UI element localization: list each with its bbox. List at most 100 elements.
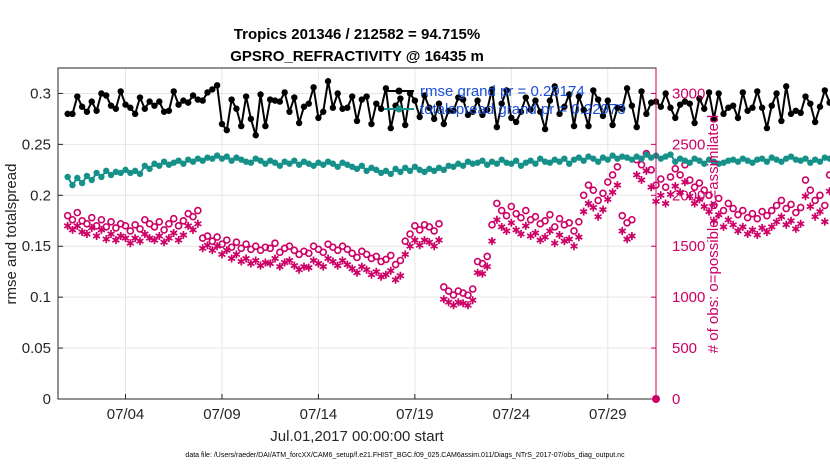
spread-point <box>411 163 419 170</box>
obs-possible-point <box>796 203 805 212</box>
tick-layer: 07/04 07/09 07/14 07/19 07/24 07/29 0 0.05 0.1 0.… <box>22 68 705 423</box>
obs-possible-point <box>73 208 82 217</box>
spread-point <box>238 156 245 163</box>
spread-point <box>725 157 732 164</box>
rmse-point <box>729 102 737 109</box>
spread-point <box>64 173 71 181</box>
spread-point <box>503 159 510 166</box>
rmse-point <box>792 107 800 114</box>
obs-possible-point <box>194 206 202 215</box>
obs-assimilated-point <box>198 244 207 253</box>
rmse-point <box>440 120 448 128</box>
obs-possible-point <box>729 204 737 213</box>
obs-assimilated-point <box>464 301 472 310</box>
chart-title: Tropics 201346 / 212582 = 94.715% <box>234 26 480 43</box>
spread-point <box>329 160 337 167</box>
obs-assimilated-point <box>661 199 670 208</box>
obs-possible-point <box>391 260 400 269</box>
spread-point <box>508 160 515 167</box>
obs-possible-point <box>613 162 622 171</box>
spread-point <box>185 156 192 163</box>
rmse-point <box>141 105 149 112</box>
rmse-point <box>402 121 409 129</box>
obs-possible-point <box>599 189 607 198</box>
obs-possible-point <box>261 243 270 252</box>
spread-point <box>667 151 674 158</box>
obs-possible-point <box>97 215 106 224</box>
obs-possible-point <box>493 199 501 208</box>
obs-possible-point <box>512 209 520 218</box>
spread-point <box>556 158 563 165</box>
spread-point <box>382 167 390 175</box>
obs-possible-point <box>266 244 274 253</box>
spread-point <box>69 181 76 189</box>
obs-possible-point <box>676 171 684 179</box>
obs-possible-point <box>705 191 713 200</box>
spread-point <box>744 157 751 164</box>
rmse-point <box>580 106 587 113</box>
obs-assimilated-point <box>806 202 815 211</box>
spread-point <box>715 160 722 167</box>
obs-possible-point <box>401 237 410 245</box>
obs-possible-point <box>213 233 221 241</box>
spread-point <box>474 159 481 166</box>
obs-possible-point <box>555 214 564 223</box>
rmse-point <box>93 107 100 114</box>
rmse-point <box>541 125 549 133</box>
obs-assimilated-point <box>63 221 72 230</box>
obs-assimilated-point <box>512 225 521 234</box>
spread-point <box>623 154 631 161</box>
obs-possible-point <box>546 210 554 219</box>
rmse-point <box>672 114 679 122</box>
rmse-point <box>281 89 288 96</box>
rmse-point <box>78 103 86 110</box>
obs-assimilated-point <box>382 270 390 279</box>
obs-possible-point <box>150 223 159 231</box>
rmse-point <box>315 114 322 122</box>
rmse-point <box>701 105 708 112</box>
obs-assimilated-point <box>608 188 617 197</box>
spread-point <box>233 154 240 161</box>
obs-assimilated-point <box>357 262 366 271</box>
y-tick-label-right: 500 <box>672 340 697 357</box>
x-tick-label: 07/14 <box>300 406 338 423</box>
rmse-point <box>271 97 279 104</box>
legend: rmse grand pr = 0.29174 totalspread gran… <box>384 83 626 118</box>
rmse-point <box>715 90 722 97</box>
spread-point <box>305 160 312 167</box>
rmse-point <box>397 95 404 102</box>
legend-rmse-label: rmse grand pr = 0.29174 <box>420 83 585 100</box>
obs-assimilated-point <box>362 265 371 274</box>
obs-possible-point <box>63 211 72 220</box>
obs-possible-point <box>763 211 771 220</box>
spread-point <box>300 158 308 165</box>
rmse-point <box>532 97 539 104</box>
rmse-point <box>556 110 563 118</box>
obs-assimilated-point <box>623 235 631 244</box>
spread-point <box>141 162 149 169</box>
obs-possible-point <box>276 248 284 257</box>
obs-possible-point <box>637 160 646 169</box>
spread-point <box>585 153 592 160</box>
rmse-point <box>247 115 255 123</box>
obs-possible-point <box>141 215 149 224</box>
spread-point <box>440 166 448 174</box>
obs-assimilated-point <box>251 256 260 265</box>
obs-assimilated-point <box>753 231 762 239</box>
obs-assimilated-point <box>328 257 337 266</box>
obs-possible-point <box>406 230 414 238</box>
spread-point <box>647 154 655 161</box>
y-tick-label-right: 1000 <box>672 289 705 306</box>
spread-point <box>397 168 404 176</box>
spread-point <box>392 165 399 173</box>
rmse-point <box>474 97 481 104</box>
obs-possible-point <box>382 255 390 264</box>
spread-point <box>387 170 394 178</box>
rmse-point <box>88 98 95 105</box>
obs-possible-point <box>743 213 752 222</box>
rmse-point <box>816 103 824 110</box>
rmse-point <box>358 96 366 103</box>
spread-point <box>450 163 457 170</box>
rmse-point <box>107 102 115 109</box>
obs-assimilated-point <box>787 216 795 225</box>
